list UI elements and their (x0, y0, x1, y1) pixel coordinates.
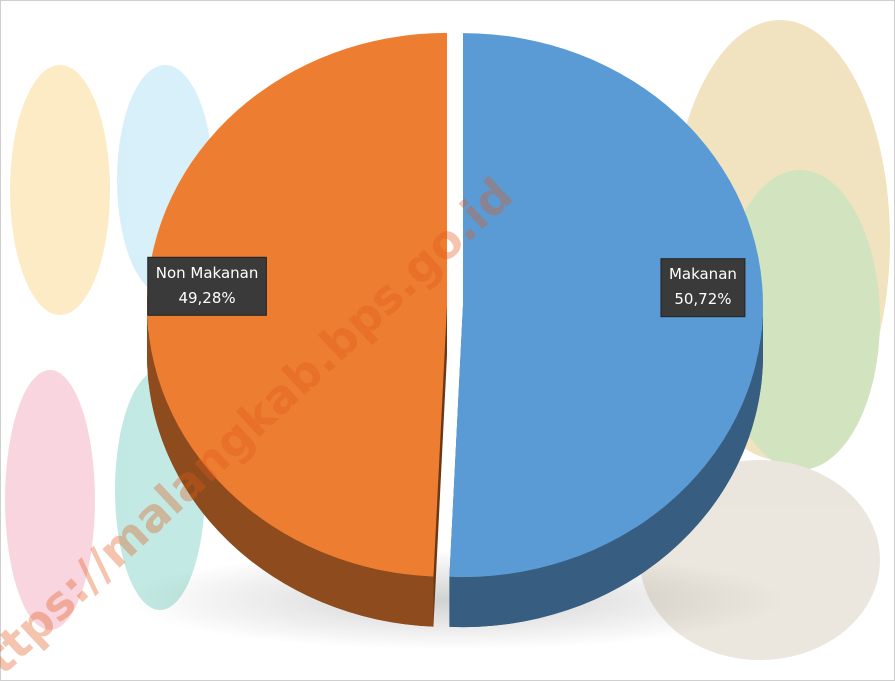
data-label-category: Non Makanan (156, 264, 259, 282)
data-label-value: 49,28% (178, 289, 235, 307)
pie-slice-side (449, 305, 763, 628)
data-label-category: Makanan (669, 265, 737, 283)
pie-slice (449, 33, 763, 578)
pie (147, 32, 763, 628)
pie-slice-side (147, 304, 434, 627)
data-label-box (147, 256, 267, 316)
data-label-box (660, 258, 746, 318)
data-label-value: 50,72% (674, 290, 731, 308)
labels: Makanan 50,72% Non Makanan 49,28% (147, 256, 746, 318)
pie-slice (147, 32, 448, 577)
